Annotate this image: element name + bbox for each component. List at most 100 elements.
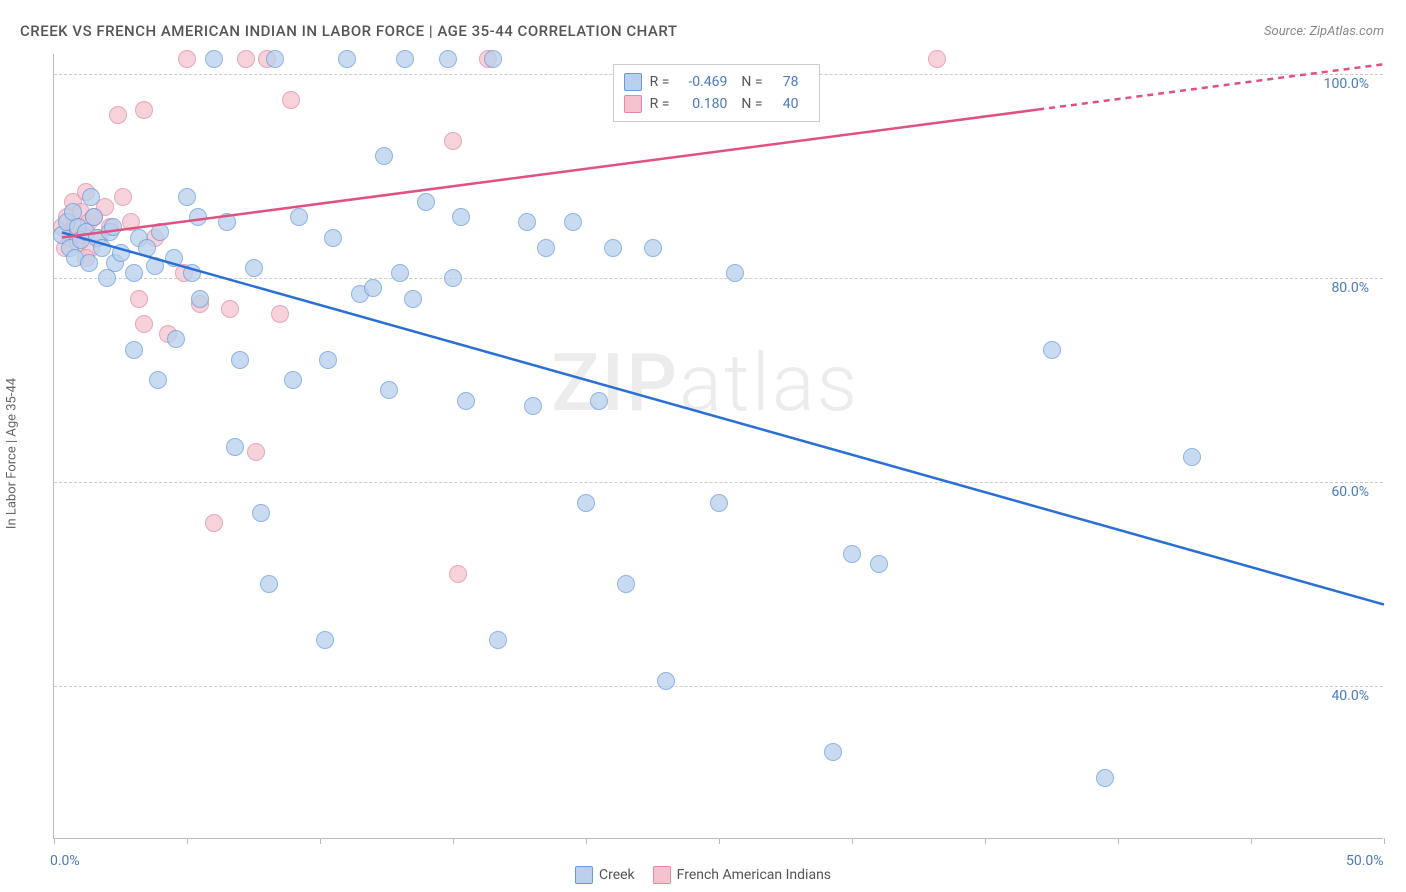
scatter-point [271,305,289,323]
scatter-point [380,381,398,399]
chart-title: CREEK VS FRENCH AMERICAN INDIAN IN LABOR… [20,22,677,40]
scatter-point [109,106,127,124]
scatter-point [710,494,728,512]
scatter-point [577,494,595,512]
scatter-point [439,50,457,68]
scatter-point [364,279,382,297]
scatter-point [449,565,467,583]
scatter-point [518,213,536,231]
watermark-light: atlas [679,336,859,430]
x-tick [1251,838,1252,844]
scatter-point [237,50,255,68]
legend-swatch-creek [575,866,593,884]
stats-legend-row: R = -0.469 N = 78 [624,71,805,93]
scatter-point [112,244,130,262]
legend-swatch-french [653,866,671,884]
scatter-point [178,188,196,206]
watermark: ZIPatlas [551,336,859,430]
scatter-point [444,269,462,287]
scatter-point [644,239,662,257]
n-value: 78 [773,74,799,90]
scatter-point [165,249,183,267]
scatter-point [247,443,265,461]
legend-swatch [624,73,642,91]
scatter-point [260,575,278,593]
scatter-point [205,514,223,532]
scatter-point [284,371,302,389]
scatter-point [375,147,393,165]
scatter-point [316,631,334,649]
scatter-point [1096,769,1114,787]
scatter-point [85,208,103,226]
scatter-point [404,290,422,308]
scatter-point [617,575,635,593]
x-tick-label: 50.0% [1346,853,1384,869]
scatter-point [444,132,462,150]
x-tick [719,838,720,844]
watermark-bold: ZIP [551,336,679,430]
scatter-point [151,223,169,241]
scatter-point [870,555,888,573]
scatter-point [191,290,209,308]
stats-legend: R = -0.469 N = 78 R = 0.180 N = 40 [613,64,820,122]
gridline [54,482,1383,483]
scatter-point [221,300,239,318]
n-label: N = [741,96,762,112]
legend-label-french: French American Indians [677,867,831,883]
scatter-point [114,188,132,206]
scatter-point [82,188,100,206]
scatter-point [125,341,143,359]
r-label: R = [650,96,670,112]
gridline [54,278,1383,279]
scatter-point [183,264,201,282]
scatter-point [189,208,207,226]
scatter-point [604,239,622,257]
scatter-point [489,631,507,649]
scatter-point [290,208,308,226]
plot-area: ZIPatlas 40.0%60.0%80.0%100.0%0.0%50.0% … [53,54,1383,839]
scatter-point [417,193,435,211]
scatter-point [537,239,555,257]
scatter-point [205,50,223,68]
legend-item-creek: Creek [575,866,635,884]
scatter-point [149,371,167,389]
x-tick [985,838,986,844]
x-tick [453,838,454,844]
x-tick [852,838,853,844]
x-tick [1118,838,1119,844]
scatter-point [98,269,116,287]
y-tick-label: 40.0% [1331,688,1369,704]
scatter-point [524,397,542,415]
scatter-point [218,213,236,231]
scatter-point [457,392,475,410]
scatter-point [396,50,414,68]
scatter-point [726,264,744,282]
scatter-point [338,50,356,68]
scatter-point [484,50,502,68]
source-attribution: Source: ZipAtlas.com [1264,24,1384,39]
scatter-point [266,50,284,68]
x-tick [586,838,587,844]
scatter-point [231,351,249,369]
y-tick-label: 100.0% [1324,76,1369,92]
x-tick-label: 0.0% [50,853,80,869]
r-value: -0.469 [679,74,727,90]
scatter-point [1043,341,1061,359]
scatter-point [135,315,153,333]
scatter-point [135,101,153,119]
scatter-point [391,264,409,282]
y-axis-label: In Labor Force | Age 35-44 [5,378,20,529]
n-value: 40 [773,96,799,112]
scatter-point [843,545,861,563]
scatter-point [324,229,342,247]
scatter-point [130,290,148,308]
scatter-point [824,743,842,761]
r-label: R = [650,74,670,90]
n-label: N = [741,74,762,90]
x-tick [320,838,321,844]
scatter-point [167,330,185,348]
scatter-point [245,259,263,277]
source-value: ZipAtlas.com [1309,24,1384,39]
scatter-point [138,239,156,257]
scatter-point [178,50,196,68]
